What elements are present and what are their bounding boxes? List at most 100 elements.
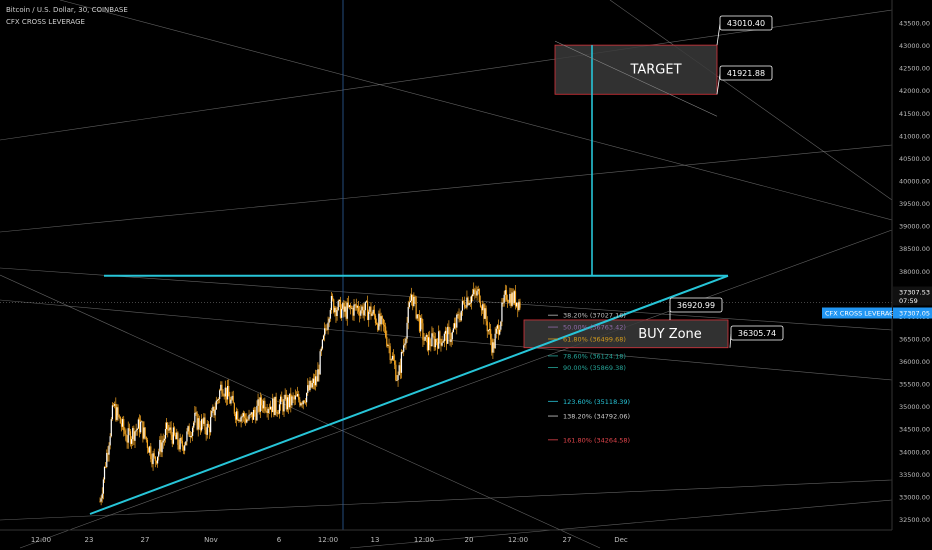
candle-body: [150, 446, 152, 460]
candle-body: [466, 297, 468, 308]
fib-label-7: 161.80% (34264.58): [563, 436, 630, 444]
candle-body: [411, 294, 413, 301]
candle-body: [352, 307, 354, 316]
callout-box-0: [719, 15, 773, 31]
x-tick-2: 27: [141, 536, 150, 544]
candle-body: [368, 311, 370, 320]
y-tick-8: 39500.00: [899, 200, 930, 208]
candle-body: [512, 292, 514, 303]
candle-body: [435, 339, 438, 343]
candle-body: [145, 436, 147, 440]
x-tick-5: 12:00: [318, 536, 338, 544]
y-axis[interactable]: 43500.00 43000.00 42500.00 42000.00 41500.00…: [822, 0, 932, 530]
candle-body: [462, 301, 465, 303]
candle-body: [282, 401, 284, 412]
candle-body: [364, 301, 366, 311]
candle-body: [154, 456, 156, 461]
candle-body: [295, 395, 298, 397]
candle-body: [242, 413, 244, 417]
candle-body: [306, 392, 308, 403]
candle-body: [133, 428, 135, 441]
candle-body: [221, 384, 223, 394]
candle-body: [342, 303, 344, 309]
candle-body: [160, 439, 162, 453]
candle-body: [275, 396, 277, 412]
candle-body: [483, 304, 485, 319]
candle-body: [506, 299, 509, 302]
candle-body: [251, 412, 254, 420]
candle-body: [193, 422, 195, 428]
candle-body: [486, 321, 488, 332]
candle-body: [147, 447, 150, 453]
candle-body: [500, 321, 502, 330]
candle-body: [249, 414, 251, 416]
candle-body: [397, 375, 399, 381]
candle-body: [125, 433, 127, 441]
candle-body: [291, 396, 293, 406]
candle-body: [469, 302, 471, 304]
candle-body: [223, 395, 225, 397]
candle-body: [320, 348, 322, 352]
candle-body: [308, 385, 310, 391]
candle-body: [495, 328, 497, 334]
candle-body: [426, 334, 429, 351]
candle-body: [416, 314, 418, 319]
candle-body: [448, 326, 450, 329]
candle-body: [487, 330, 489, 332]
candle-body: [103, 466, 106, 480]
candle-body: [153, 453, 155, 457]
candle-body: [206, 423, 208, 435]
candle-body: [331, 295, 334, 300]
candle-body: [473, 289, 475, 295]
candle-body: [267, 408, 269, 414]
y-tick-16: 35500.00: [899, 381, 930, 389]
candle-body: [369, 306, 371, 312]
candle-body: [337, 301, 339, 311]
x-axis[interactable]: 12:00 23 27 Nov 6 12:00 13 12:00 20 12:00 27 Dec: [0, 529, 892, 544]
candle-body: [429, 337, 431, 345]
candle-body: [339, 299, 342, 318]
callout-text-1: 41921.88: [727, 69, 765, 78]
bg-trendline-6: [0, 274, 601, 549]
candle-body: [516, 302, 518, 307]
candle-body: [196, 412, 198, 430]
candle-body: [492, 342, 494, 353]
candle-body: [186, 431, 188, 442]
y-tick-14: 36500.00: [899, 335, 930, 343]
candle-body: [381, 316, 383, 320]
y-tick-5: 41000.00: [899, 132, 930, 140]
indicator-title: CFX CROSS LEVERAGE: [6, 18, 85, 26]
candle-body: [300, 403, 302, 406]
fib-label-6: 138.20% (34792.06): [563, 413, 630, 421]
target-zone-label: TARGET: [629, 63, 681, 78]
candle-body: [151, 459, 153, 465]
candle-body: [456, 314, 458, 328]
candle-body: [100, 498, 102, 502]
candle-body: [387, 345, 389, 346]
candle-body: [362, 306, 364, 316]
candle-body: [116, 407, 118, 420]
candle-body: [280, 396, 282, 405]
candle-body: [444, 330, 447, 334]
background-trendlines: [0, 0, 893, 549]
bg-trendline-1: [0, 144, 893, 233]
candle-body: [105, 466, 107, 468]
candle-body: [236, 411, 238, 420]
candle-body: [511, 292, 513, 306]
candle-body: [255, 412, 257, 421]
candle-body: [379, 313, 381, 325]
target-zone: [554, 44, 718, 95]
candle-body: [185, 441, 187, 446]
candle-body: [188, 426, 190, 437]
fib-label-3: 78.60% (36124.18): [563, 352, 626, 360]
candle-body: [245, 417, 247, 423]
candle-body: [376, 322, 378, 325]
candle-body: [111, 405, 114, 420]
candle-body: [146, 439, 149, 448]
candle-body: [140, 421, 142, 433]
candle-body: [260, 397, 263, 406]
candle-body: [240, 416, 242, 422]
candle-body: [207, 423, 209, 428]
candle-body: [181, 441, 184, 447]
